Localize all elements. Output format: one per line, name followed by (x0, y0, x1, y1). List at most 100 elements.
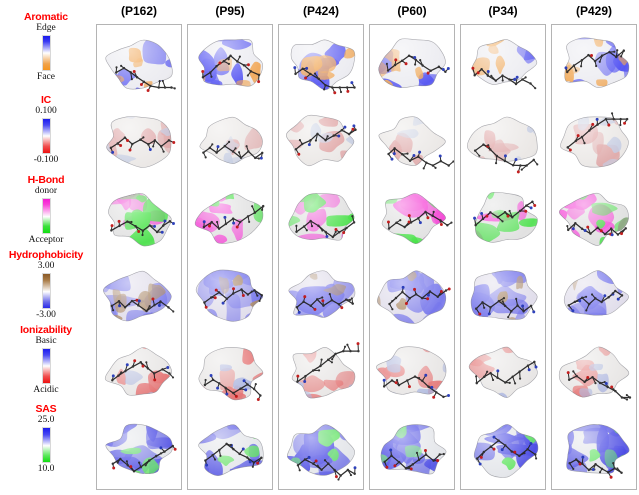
colorbar-ic (41, 118, 51, 154)
surface-panel-hydro-p95 (188, 258, 272, 336)
molecular-surface-render (461, 103, 545, 181)
surface-panel-hbond-p95 (188, 180, 272, 258)
molecular-surface-render (279, 258, 363, 336)
surface-panel-ioniz-p162 (97, 335, 181, 413)
colorbar-hbond (41, 198, 51, 234)
molecular-surface-render (279, 335, 363, 413)
molecular-surface-render (552, 25, 636, 103)
surface-panel-sas-p429 (552, 413, 636, 491)
molecular-surface-render (552, 180, 636, 258)
surface-panel-aromatic-p424 (279, 25, 363, 103)
legend-title: SAS (35, 403, 57, 415)
molecular-surface-render (461, 25, 545, 103)
legend-top-label: Edge (36, 23, 56, 33)
surface-panel-ic-p429 (552, 103, 636, 181)
colorbar-sas (41, 427, 51, 463)
surface-panel-aromatic-p60 (370, 25, 454, 103)
molecular-surface-render (279, 103, 363, 181)
molecular-surface-render (370, 180, 454, 258)
molecular-surface-render (552, 413, 636, 491)
surface-panel-hbond-p34 (461, 180, 545, 258)
surface-panel-ioniz-p424 (279, 335, 363, 413)
molecular-surface-render (461, 413, 545, 491)
surface-panel-aromatic-p429 (552, 25, 636, 103)
column-header-p162: (P162) (120, 4, 158, 18)
legend-scale-aromatic: Aromatic Edge Face (0, 12, 92, 83)
legend-title: IC (40, 94, 52, 106)
column-header-p60: (P60) (397, 4, 427, 18)
molecular-surface-render (552, 258, 636, 336)
legend-bottom-label: Acidic (33, 385, 59, 395)
column-header-p95: (P95) (215, 4, 245, 18)
legend-title: Ionizability (20, 324, 72, 336)
surface-panel-hbond-p162 (97, 180, 181, 258)
molecular-surface-render (97, 258, 181, 336)
molecular-surface-render (461, 180, 545, 258)
legend-top-label: 0.100 (35, 106, 57, 116)
surface-panel-ioniz-p429 (552, 335, 636, 413)
surface-panel-hbond-p424 (279, 180, 363, 258)
molecular-surface-render (370, 103, 454, 181)
molecular-surface-render (188, 413, 272, 491)
molecular-surface-render (461, 258, 545, 336)
surface-panel-ic-p60 (370, 103, 454, 181)
surface-panel-ic-p34 (461, 103, 545, 181)
molecular-surface-render (97, 413, 181, 491)
legend-bottom-label: 10.0 (37, 464, 55, 474)
column-header-p34: (P34) (488, 4, 518, 18)
colorbar-ionizability (41, 348, 51, 384)
surface-panel-ioniz-p95 (188, 335, 272, 413)
surface-panel-sas-p95 (188, 413, 272, 491)
panel-grid: (P162) (P95) (P424) (P60) (P34) (P429) (92, 0, 639, 495)
legend-scale-ic: IC 0.100 -0.100 (0, 95, 92, 166)
legend-scale-sas: SAS 25.0 10.0 (0, 404, 92, 475)
surface-panel-ic-p424 (279, 103, 363, 181)
legend-title: Hydrophobicity (8, 249, 84, 261)
legend-bottom-label: -0.100 (33, 155, 59, 165)
legend-bottom-label: Acceptor (28, 235, 64, 245)
legend-top-label: donor (34, 186, 58, 196)
surface-panel-hydro-p162 (97, 258, 181, 336)
surface-panel-ioniz-p34 (461, 335, 545, 413)
legend-title: Aromatic (24, 11, 68, 23)
molecular-surface-render (370, 335, 454, 413)
molecular-surface-render (279, 180, 363, 258)
column-panel-p429 (551, 24, 637, 490)
legend-scale-hydrophobicity: Hydrophobicity 3.00 -3.00 (0, 250, 92, 321)
surface-panel-ic-p162 (97, 103, 181, 181)
column-panel-p162 (96, 24, 182, 490)
molecular-surface-render (279, 25, 363, 103)
column-header-p429: (P429) (575, 4, 613, 18)
surface-panel-hydro-p424 (279, 258, 363, 336)
legend-scale-hbond: H-Bond donor Acceptor (0, 175, 92, 246)
surface-panel-sas-p424 (279, 413, 363, 491)
surface-panel-sas-p60 (370, 413, 454, 491)
surface-panel-aromatic-p162 (97, 25, 181, 103)
molecular-surface-render (370, 258, 454, 336)
molecular-surface-render (188, 335, 272, 413)
legend-top-label: 3.00 (37, 261, 55, 271)
molecular-surface-render (97, 103, 181, 181)
legend-title: H-Bond (27, 174, 65, 186)
molecular-surface-render (370, 413, 454, 491)
legend-column: Aromatic Edge Face IC 0.100 -0.100 H-Bon… (0, 0, 92, 495)
molecular-surface-render (188, 25, 272, 103)
legend-scale-ionizability: Ionizability Basic Acidic (0, 325, 92, 396)
surface-panel-aromatic-p34 (461, 25, 545, 103)
molecular-surface-render (279, 413, 363, 491)
surface-panel-hydro-p429 (552, 258, 636, 336)
surface-panel-hbond-p60 (370, 180, 454, 258)
molecular-surface-render (552, 103, 636, 181)
legend-top-label: Basic (35, 336, 57, 346)
column-header-p424: (P424) (302, 4, 340, 18)
surface-panel-ic-p95 (188, 103, 272, 181)
molecular-surface-render (552, 335, 636, 413)
surface-panel-hydro-p34 (461, 258, 545, 336)
surface-panel-sas-p162 (97, 413, 181, 491)
surface-panel-sas-p34 (461, 413, 545, 491)
surface-panel-hydro-p60 (370, 258, 454, 336)
legend-top-label: 25.0 (37, 415, 55, 425)
colorbar-aromatic (41, 35, 51, 71)
molecular-surface-render (97, 335, 181, 413)
